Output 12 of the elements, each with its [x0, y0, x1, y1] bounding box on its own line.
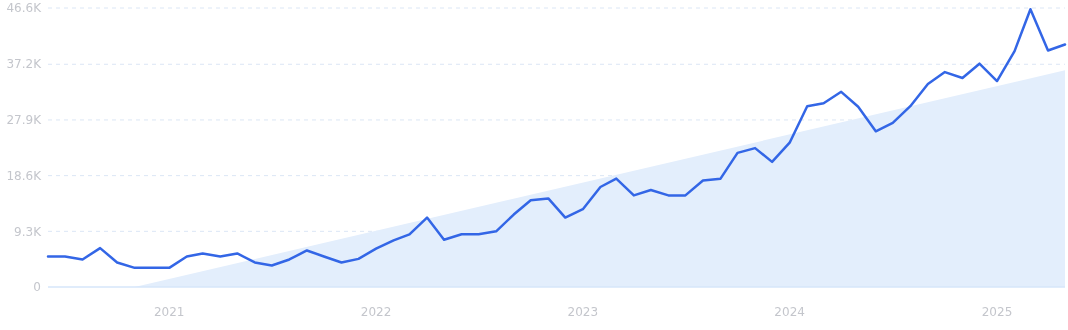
x-tick-label: 2025 [981, 305, 1013, 319]
y-tick-label: 37.2K [6, 57, 43, 72]
x-tick-label: 2021 [153, 305, 185, 319]
y-tick-label: 0 [33, 280, 41, 295]
y-tick-label: 46.6K [6, 1, 43, 16]
x-tick-label: 2022 [360, 305, 392, 319]
line-series [46, 7, 1067, 270]
y-tick-label: 18.6K [6, 168, 43, 183]
x-tick-label: 2023 [567, 305, 599, 319]
x-tick-label: 2024 [774, 305, 805, 319]
y-tick-label: 9.3K [14, 224, 43, 239]
y-tick-label: 27.9K [6, 113, 43, 128]
